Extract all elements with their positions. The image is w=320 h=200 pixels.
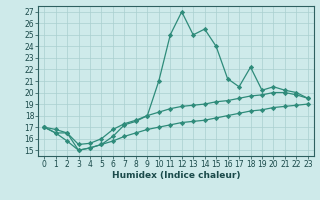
X-axis label: Humidex (Indice chaleur): Humidex (Indice chaleur)	[112, 171, 240, 180]
